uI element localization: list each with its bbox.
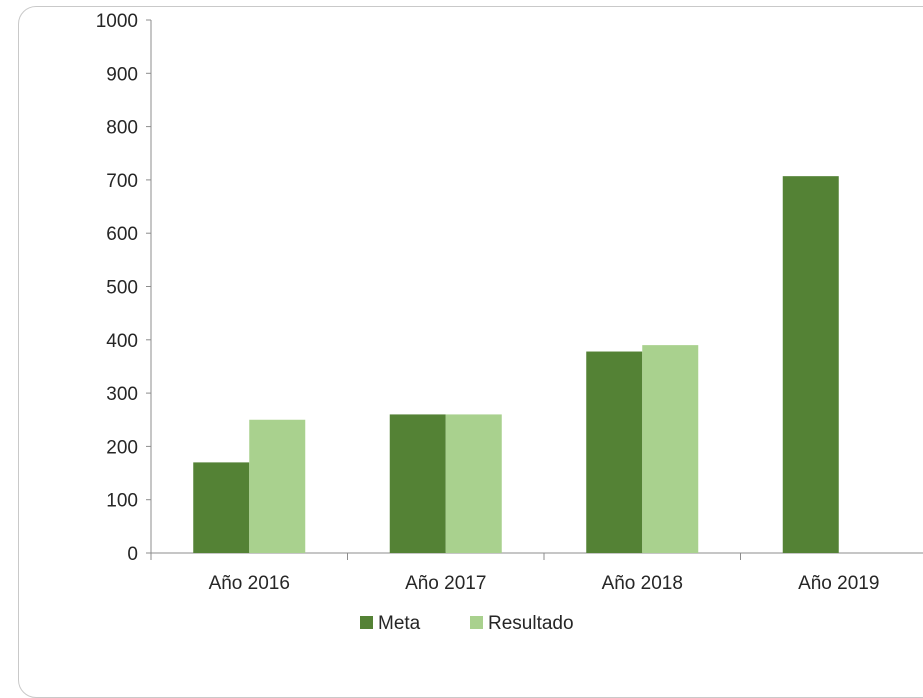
x-category-label: Año 2016 (209, 573, 290, 594)
legend-label-resultado: Resultado (488, 613, 574, 634)
y-tick-label: 400 (106, 331, 138, 352)
y-axis: 0 100 200 300 400 500 600 700 800 900 1000 (96, 11, 152, 565)
y-tick-label: 100 (106, 491, 138, 512)
y-tick-label: 900 (106, 64, 138, 85)
y-tick-label: 700 (106, 171, 138, 192)
y-tick-label: 200 (106, 437, 138, 458)
y-tick-label: 1000 (96, 11, 138, 32)
bar-meta-1 (193, 462, 250, 553)
legend-swatch-meta (360, 616, 373, 629)
legend-swatch-resultado (470, 616, 483, 629)
y-tick-label: 300 (106, 384, 138, 405)
bar-resultado-2 (445, 414, 502, 553)
bar-chart: 0 100 200 300 400 500 600 700 800 900 1000 Año 201… (96, 11, 923, 634)
bars (193, 176, 839, 553)
bar-resultado-1 (249, 419, 306, 553)
bar-meta-2 (389, 414, 446, 553)
x-axis: Año 2016 Año 2017 Año 2018 Año 2019 (150, 552, 923, 594)
legend: Meta Resultado (360, 613, 574, 634)
bar-resultado-3 (642, 345, 699, 553)
y-tick-label: 800 (106, 118, 138, 139)
x-category-label: Año 2018 (602, 573, 683, 594)
x-category-label: Año 2017 (405, 573, 486, 594)
legend-label-meta: Meta (378, 613, 421, 634)
x-category-label: Año 2019 (798, 573, 879, 594)
y-tick-label: 0 (127, 544, 138, 565)
bar-meta-3 (586, 351, 643, 553)
chart-frame (18, 6, 923, 698)
bar-meta-4 (782, 176, 839, 553)
y-tick-label: 500 (106, 278, 138, 299)
y-tick-label: 600 (106, 224, 138, 245)
